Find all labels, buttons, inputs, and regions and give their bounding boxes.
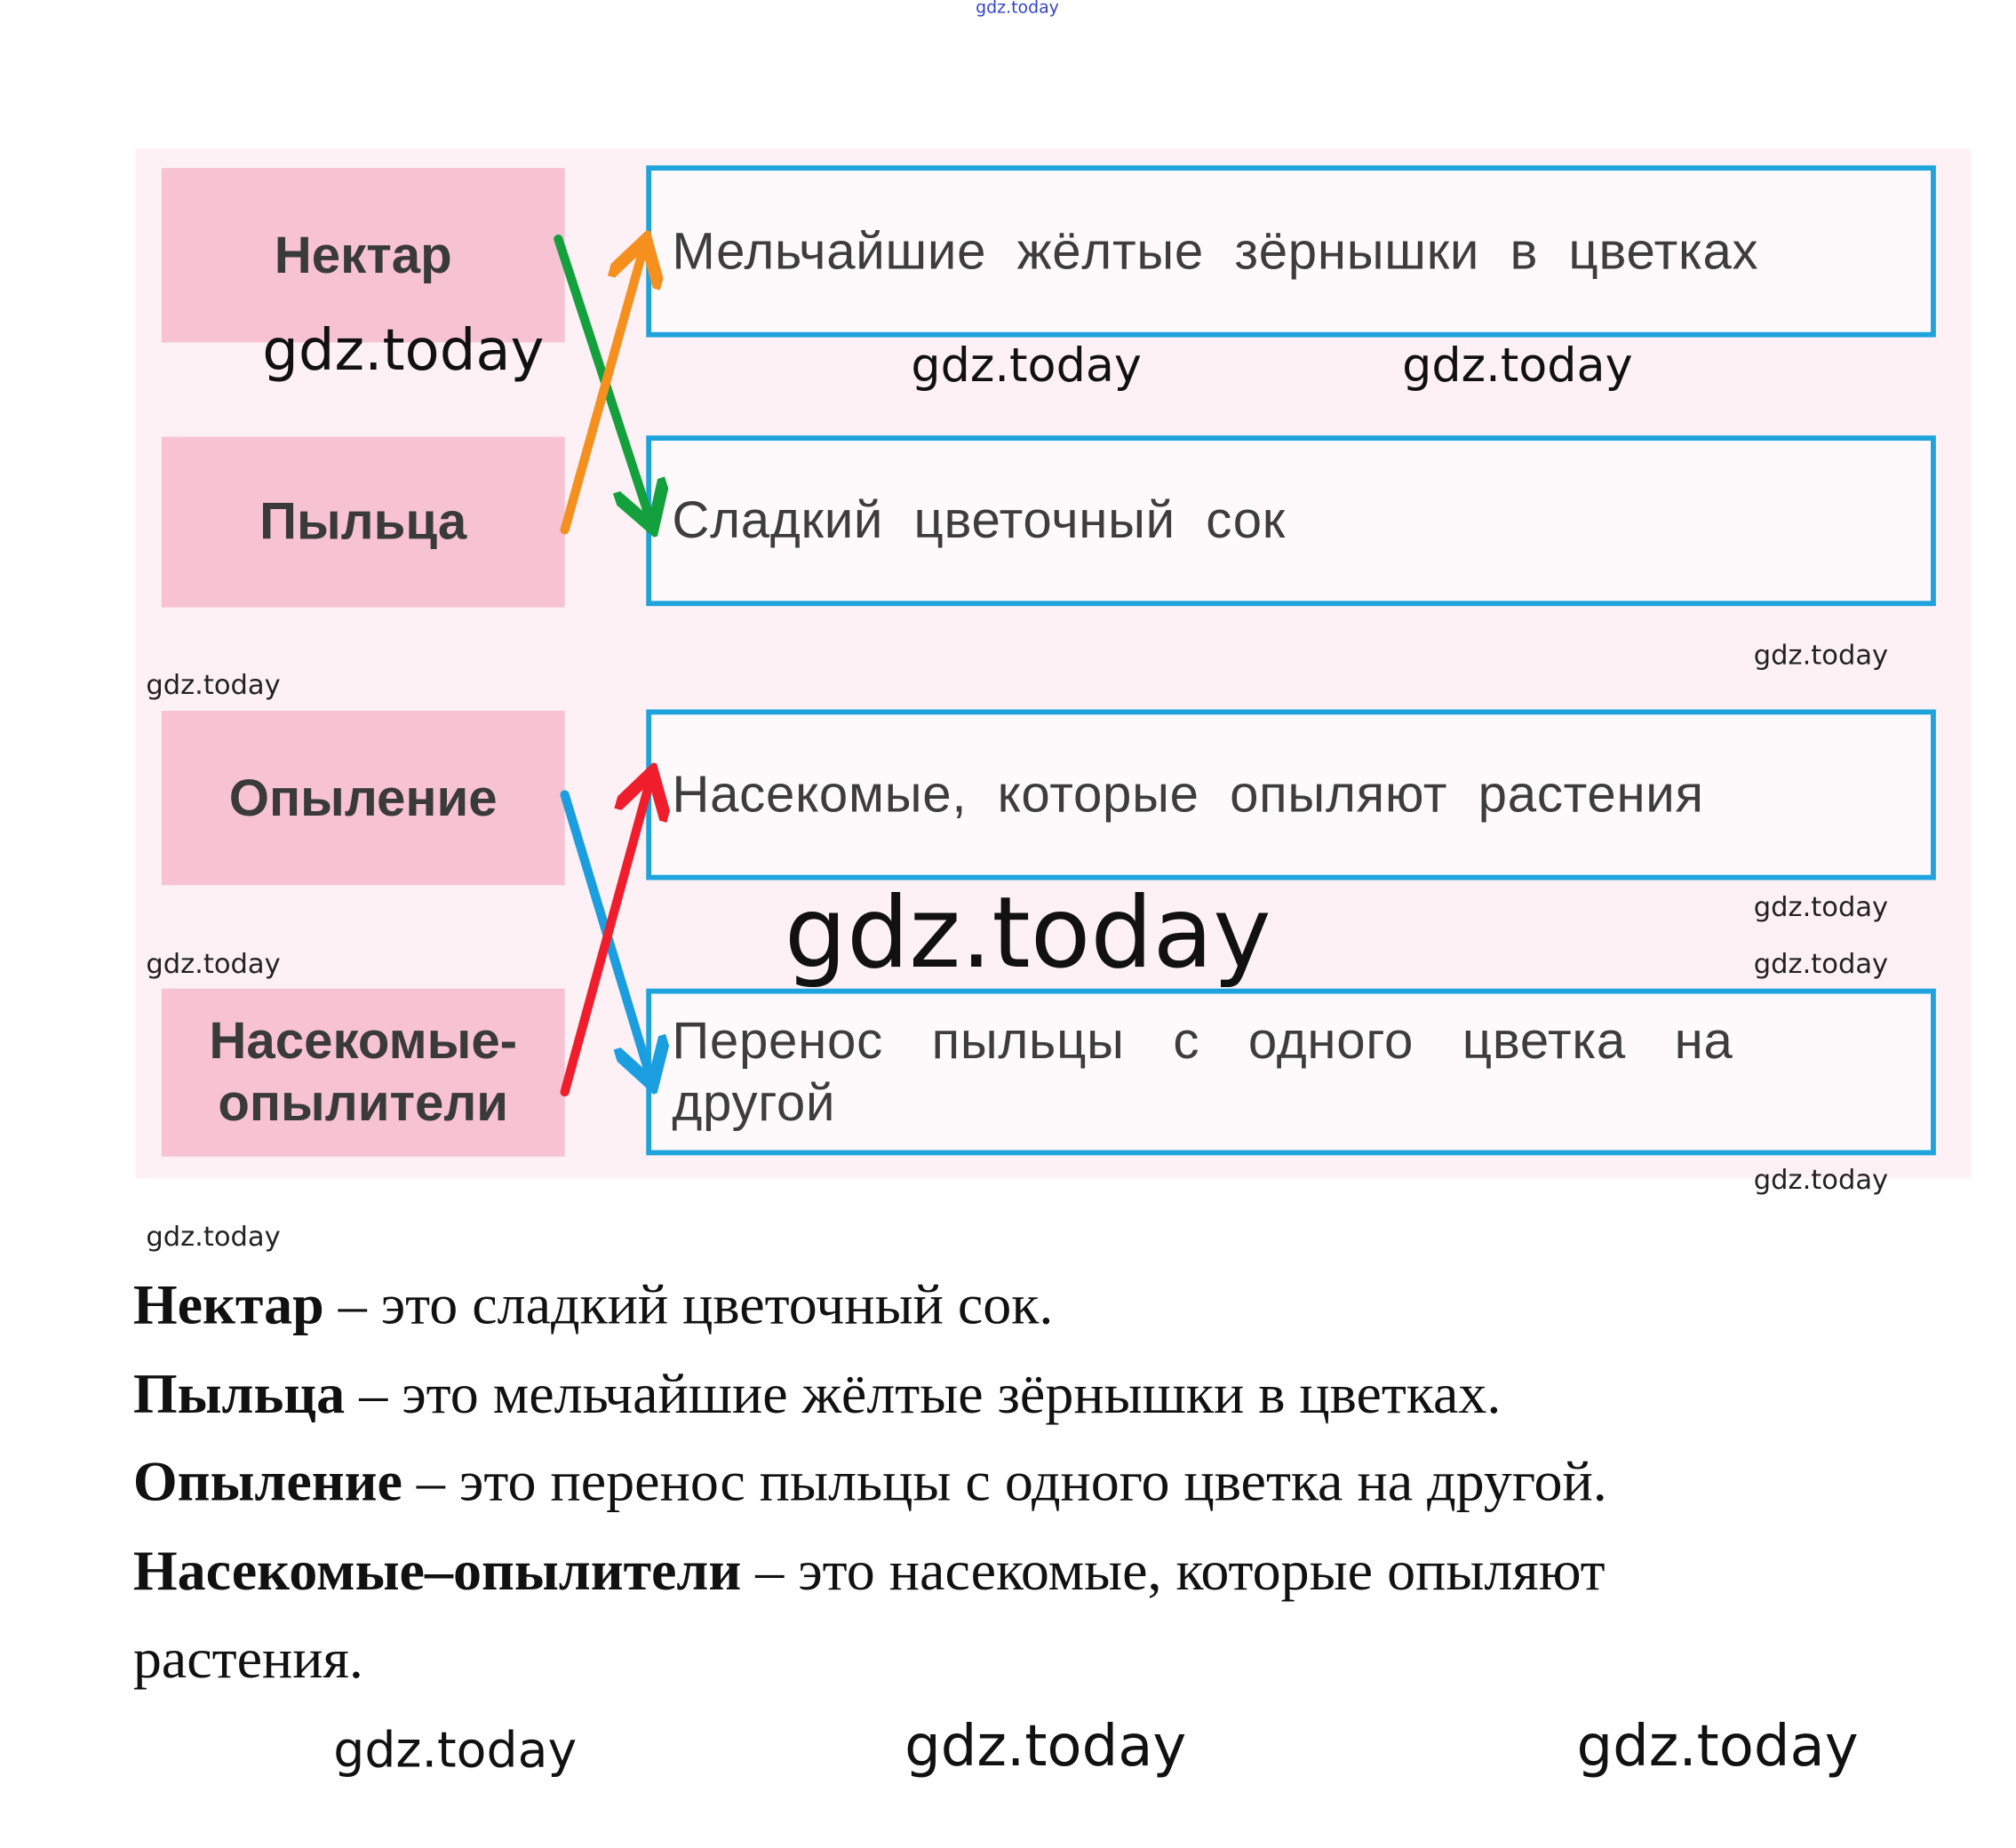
watermark: gdz.today [1576, 1713, 1859, 1780]
term-pollen: Пыльца [161, 436, 565, 608]
watermark: gdz.today [262, 317, 545, 384]
definition-text: – это сладкий цветочный сок. [323, 1272, 1054, 1336]
watermark: gdz.today [911, 339, 1142, 394]
watermark-large: gdz.today [784, 874, 1271, 991]
definition-pollen: Пыльца – это мельчайшие жёлтые зёрнышки … [133, 1362, 1502, 1428]
definition-pollination: Опыление – это перенос пыльцы с одного ц… [133, 1450, 1607, 1516]
watermark: gdz.today [146, 948, 281, 980]
description-box-1: Мельчайшие жёлтые зёрнышки в цветках [646, 165, 1936, 338]
definition-term: Пыльца [132, 1362, 346, 1426]
definition-nectar: Нектар – это сладкий цветочный сок. [133, 1273, 1054, 1339]
term-nectar: Нектар [161, 168, 565, 343]
definition-pollinators: Насекомые–опылители – это насекомые, кот… [133, 1539, 1606, 1605]
definition-text: – это насекомые, которые опыляют [741, 1539, 1606, 1603]
watermark: gdz.today [1753, 1164, 1889, 1196]
watermark-top: gdz.today [976, 0, 1059, 19]
term-pollination: Опыление [161, 710, 565, 886]
arrow-pollen-to-yellow-grains [560, 248, 644, 535]
definition-term: Насекомые–опылители [132, 1539, 742, 1603]
watermark: gdz.today [146, 669, 281, 701]
definition-pollinators-continuation: растения. [132, 1627, 363, 1691]
watermark: gdz.today [1753, 948, 1889, 980]
term-pollinators: Насекомые-опылители [161, 988, 565, 1157]
definition-term: Нектар [132, 1272, 324, 1336]
watermark: gdz.today [333, 1721, 578, 1779]
description-box-2: Сладкий цветочный сок [646, 435, 1936, 607]
definition-text: – это мельчайшие жёлтые зёрнышки в цветк… [345, 1362, 1502, 1426]
watermark: gdz.today [146, 1221, 281, 1253]
watermark: gdz.today [904, 1713, 1187, 1780]
definition-term: Опыление [132, 1449, 402, 1514]
arrow-pollinators-to-insects [560, 781, 650, 1097]
watermark: gdz.today [1753, 639, 1889, 671]
watermark: gdz.today [1753, 891, 1889, 923]
watermark: gdz.today [1402, 339, 1633, 394]
description-box-4: Перенос пыльцы с одного цветка на другой [646, 988, 1936, 1156]
definition-text: – это перенос пыльцы с одного цветка на … [402, 1449, 1607, 1514]
